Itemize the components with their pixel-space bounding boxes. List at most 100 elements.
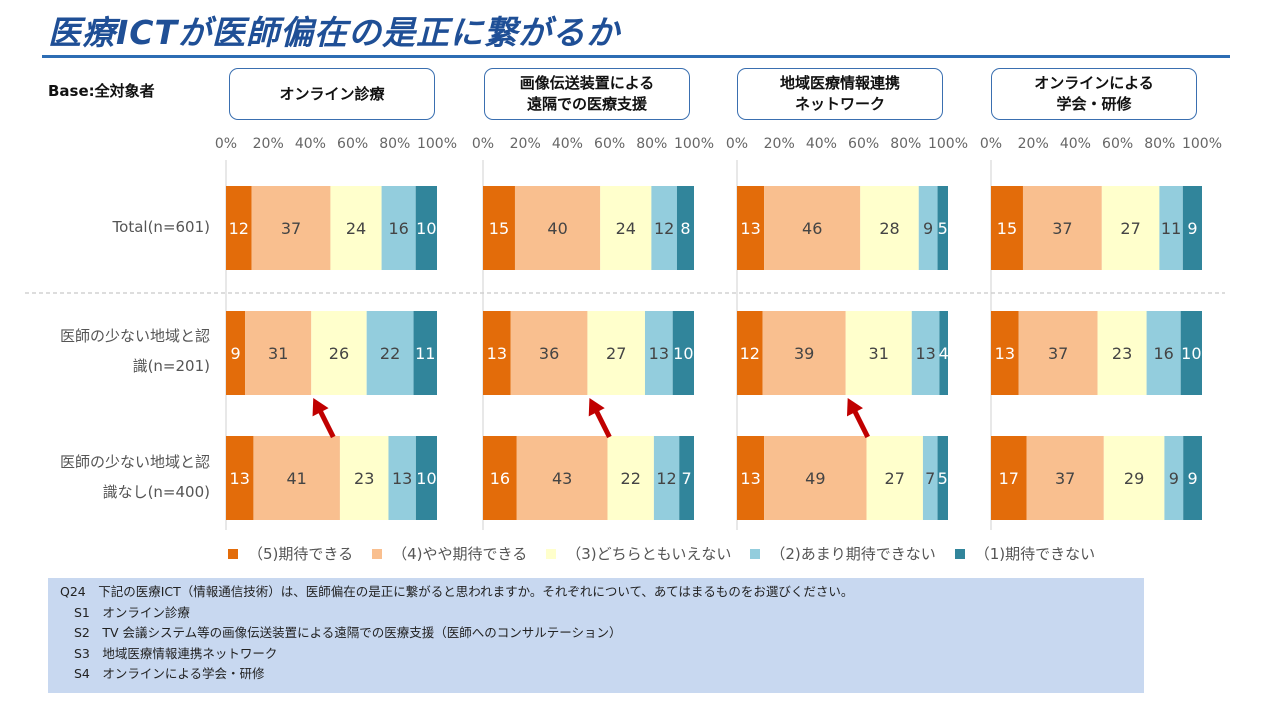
data-label-s1: 7 — [682, 469, 692, 488]
bar-segment-s5-aware — [483, 311, 511, 395]
bar-segment-s5-total — [737, 186, 765, 270]
bar-segment-s4-not-aware — [764, 436, 867, 520]
axis-tick-label: 80% — [636, 136, 667, 152]
data-label-s3: 23 — [354, 469, 374, 488]
data-label-s2: 7 — [925, 469, 935, 488]
legend-item-s1: （1)期待できない — [954, 543, 1096, 564]
bar-segment-s5-not-aware — [226, 436, 254, 520]
bar-segment-s3-aware — [311, 311, 367, 395]
data-label-s3: 28 — [879, 219, 899, 238]
legend-label-s1: （1)期待できない — [974, 545, 1096, 563]
data-label-s2: 16 — [1153, 344, 1173, 363]
bar-segment-s2-total — [381, 186, 416, 270]
bar-segment-s2-total — [651, 186, 677, 270]
data-label-s2: 13 — [915, 344, 935, 363]
bar-segment-s3-total — [860, 186, 919, 270]
data-label-s3: 27 — [885, 469, 905, 488]
legend-label-s5: （5)期待できる — [248, 545, 354, 563]
bar-segment-s3-aware — [1097, 311, 1147, 395]
note-item-s1: S1 オンライン診療 — [74, 604, 190, 620]
row-label-not-aware: 医師の少ない地域と認 識なし(n=400) — [59, 453, 210, 501]
data-label-s1: 5 — [938, 219, 948, 238]
bar-segment-s3-aware — [587, 311, 645, 395]
data-label-s2: 9 — [923, 219, 933, 238]
data-label-s4: 37 — [1052, 219, 1072, 238]
red-arrow-head — [588, 398, 605, 417]
question-text: Q24 下記の医療ICT（情報通信技術）は、医師偏在の是正に繋がると思われますか… — [60, 584, 854, 599]
bar-segment-s4-not-aware — [516, 436, 608, 520]
panel-header-remote-imaging-support: 画像伝送装置による 遠隔での医療支援 — [484, 68, 690, 120]
data-label-s5: 17 — [999, 469, 1019, 488]
data-label-s4: 37 — [1048, 344, 1068, 363]
data-label-s2: 12 — [654, 219, 674, 238]
axis-tick-label: 20% — [510, 136, 541, 152]
axis-tick-label: 100% — [928, 136, 968, 152]
panel-header-online-conference: オンラインによる 学会・研修 — [991, 68, 1197, 120]
bar-segment-s4-not-aware — [1026, 436, 1104, 520]
axis-tick-label: 40% — [295, 136, 326, 152]
data-label-s4: 43 — [552, 469, 572, 488]
data-label-s2: 11 — [1161, 219, 1181, 238]
bar-segment-s1-not-aware — [937, 436, 948, 520]
axis-tick-label: 20% — [1018, 136, 1049, 152]
bar-segment-s5-not-aware — [483, 436, 517, 520]
bar-segment-s4-aware — [510, 311, 588, 395]
note-item-s2: S2 TV 会議システム等の画像伝送装置による遠隔での医療支援（医師へのコンサル… — [74, 625, 622, 640]
bar-segment-s5-aware — [991, 311, 1019, 395]
bar-segment-s1-aware — [413, 311, 437, 395]
data-label-s5: 13 — [995, 344, 1015, 363]
axis-tick-label: 40% — [552, 136, 583, 152]
bar-segment-s1-total — [1182, 186, 1202, 270]
bar-segment-s2-aware — [366, 311, 414, 395]
data-label-s5: 16 — [490, 469, 510, 488]
bar-segment-s1-total — [676, 186, 694, 270]
question-notes-box: Q24 下記の医療ICT（情報通信技術）は、医師偏在の是正に繋がると思われますか… — [48, 578, 1144, 693]
legend-item-s3: （3)どちらともいえない — [546, 543, 731, 564]
axis-tick-label: 0% — [472, 136, 494, 152]
data-label-s4: 41 — [287, 469, 307, 488]
axis-tick-label: 0% — [980, 136, 1002, 152]
axis-tick-label: 60% — [1102, 136, 1133, 152]
bar-segment-s4-not-aware — [253, 436, 340, 520]
red-arrow-shaft — [851, 407, 870, 439]
red-arrow-shaft — [593, 407, 612, 439]
bar-segment-s1-not-aware — [1183, 436, 1202, 520]
axis-tick-label: 80% — [1144, 136, 1175, 152]
axis-tick-label: 100% — [1182, 136, 1222, 152]
bar-segment-s5-aware — [737, 311, 763, 395]
axis-tick-label: 80% — [890, 136, 921, 152]
data-label-s2: 22 — [380, 344, 400, 363]
red-arrow-shaft — [317, 407, 336, 439]
legend-label-s3: （3)どちらともいえない — [566, 545, 732, 563]
data-label-s3: 29 — [1124, 469, 1144, 488]
axis-tick-label: 40% — [1060, 136, 1091, 152]
bar-segment-s2-not-aware — [1164, 436, 1184, 520]
bar-segment-s3-total — [1101, 186, 1160, 270]
bar-segment-s1-not-aware — [679, 436, 694, 520]
legend-swatch-s2 — [750, 548, 761, 559]
data-label-s2: 13 — [392, 469, 412, 488]
panel-header-online-consultation: オンライン診療 — [229, 68, 435, 120]
data-label-s5: 9 — [230, 344, 240, 363]
data-label-s1: 8 — [680, 219, 690, 238]
bar-segment-s2-aware — [644, 311, 673, 395]
data-label-s2: 12 — [656, 469, 676, 488]
chart-legend: （5)期待できる （4)やや期待できる （3)どちらともいえない （2)あまり期… — [228, 543, 1114, 564]
axis-tick-label: 20% — [764, 136, 795, 152]
axis-tick-label: 20% — [253, 136, 284, 152]
data-label-s1: 4 — [939, 344, 949, 363]
bar-segment-s3-not-aware — [339, 436, 389, 520]
data-label-s4: 37 — [281, 219, 301, 238]
bar-segment-s4-total — [764, 186, 861, 270]
bar-segment-s3-total — [600, 186, 652, 270]
axis-tick-label: 80% — [379, 136, 410, 152]
data-label-s4: 37 — [1055, 469, 1075, 488]
data-label-s5: 12 — [740, 344, 760, 363]
data-label-s5: 12 — [229, 219, 249, 238]
data-label-s4: 49 — [805, 469, 825, 488]
bar-segment-s4-total — [514, 186, 601, 270]
bar-segment-s3-not-aware — [1103, 436, 1165, 520]
page-title: 医療ICTが医師偏在の是正に繋がるか — [48, 13, 621, 52]
data-label-s5: 13 — [740, 219, 760, 238]
